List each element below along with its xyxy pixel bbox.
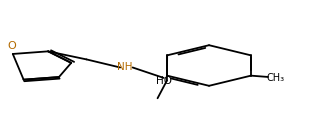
Text: HO: HO bbox=[156, 76, 172, 86]
Text: O: O bbox=[7, 41, 16, 51]
Text: NH: NH bbox=[117, 62, 133, 72]
Text: CH₃: CH₃ bbox=[267, 73, 285, 83]
